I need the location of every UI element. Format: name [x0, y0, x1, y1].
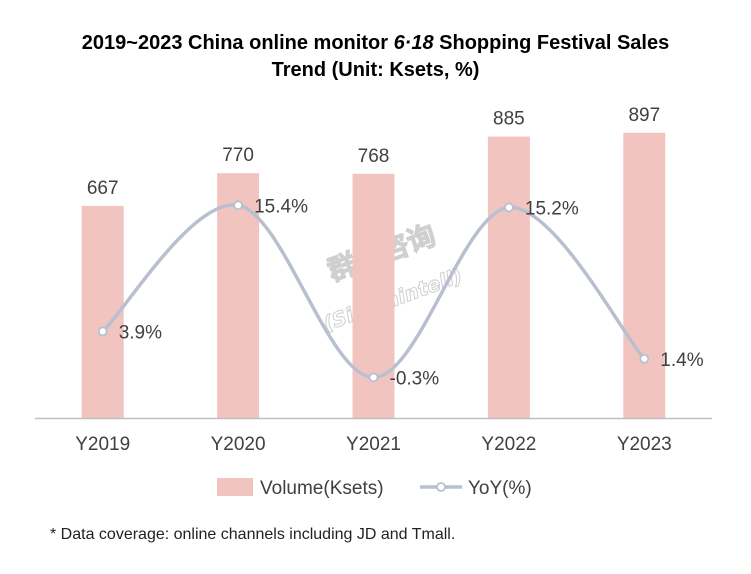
x-tick-label: Y2019 [75, 434, 130, 455]
yoy-value-label: -0.3% [390, 368, 440, 389]
title-line2: Trend (Unit: Ksets, %) [271, 59, 480, 81]
footnote: * Data coverage: online channels includi… [50, 526, 456, 543]
chart-title: 2019~2023 China online monitor 6·18 Shop… [0, 30, 751, 84]
bar-value-label: 768 [358, 146, 390, 167]
x-tick-label: Y2020 [211, 434, 266, 455]
x-tick-label: Y2021 [346, 434, 401, 455]
bar-y2022 [487, 136, 530, 418]
yoy-marker [368, 372, 379, 383]
yoy-value-label: 15.2% [525, 198, 579, 219]
legend-yoy-marker [436, 482, 446, 492]
legend-yoy-label: YoY(%) [468, 478, 532, 499]
legend-volume-label: Volume(Ksets) [260, 478, 384, 499]
yoy-marker [97, 326, 108, 337]
bar-value-label: 770 [222, 145, 254, 166]
bar-value-label: 667 [87, 178, 119, 199]
title-line1-prefix: 2019~2023 China online monitor [81, 32, 394, 54]
legend-volume-swatch [217, 478, 253, 496]
yoy-marker [503, 202, 514, 213]
bar-value-label: 885 [493, 109, 525, 130]
yoy-value-label: 1.4% [660, 350, 703, 371]
yoy-marker [639, 353, 650, 364]
title-line1-italic: 6·18 [393, 32, 434, 54]
x-tick-label: Y2023 [617, 434, 672, 455]
yoy-value-label: 15.4% [254, 196, 308, 217]
yoy-value-label: 3.9% [119, 322, 162, 343]
x-tick-label: Y2022 [481, 434, 536, 455]
bar-y2023 [623, 132, 666, 418]
bar-y2019 [81, 205, 124, 418]
yoy-marker [233, 200, 244, 211]
title-line1-suffix: Shopping Festival Sales [433, 32, 670, 54]
bar-value-label: 897 [628, 105, 660, 126]
